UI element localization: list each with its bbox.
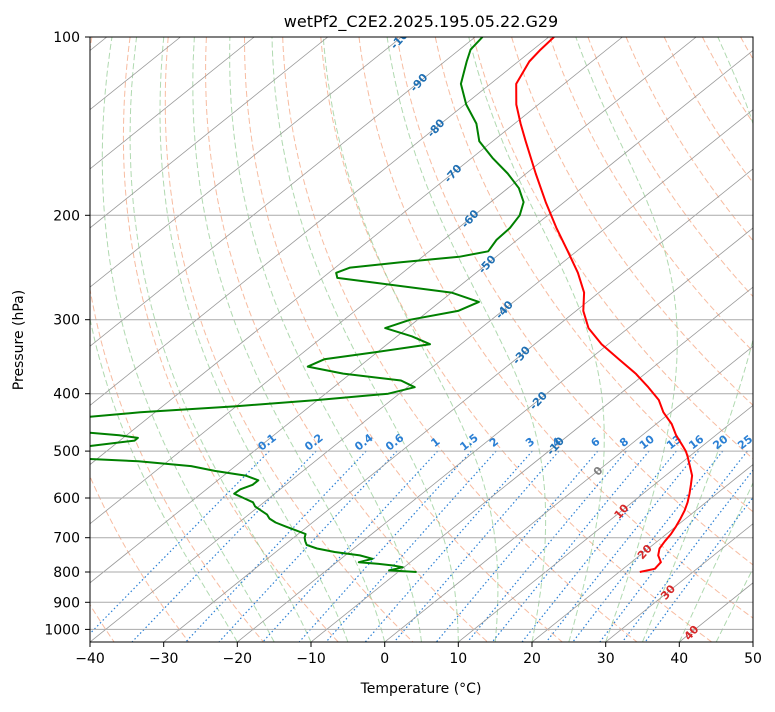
y-tick-label: 700 — [53, 531, 80, 547]
y-tick-label: 100 — [53, 30, 80, 46]
x-tick-label: 10 — [449, 651, 467, 667]
y-tick-label: 500 — [53, 444, 80, 460]
y-tick-label: 300 — [53, 313, 80, 329]
x-tick-label: −10 — [296, 651, 326, 667]
y-tick-label: 400 — [53, 387, 80, 403]
y-tick-label: 800 — [53, 565, 80, 581]
chart-title: wetPf2_C2E2.2025.195.05.22.G29 — [284, 12, 558, 32]
x-tick-label: −20 — [223, 651, 253, 667]
y-tick-label: 900 — [53, 595, 80, 611]
y-tick-label: 1000 — [44, 622, 80, 638]
x-tick-label: −40 — [75, 651, 105, 667]
x-tick-label: 30 — [597, 651, 615, 667]
y-axis-label: Pressure (hPa) — [11, 290, 27, 390]
x-tick-label: −30 — [149, 651, 179, 667]
x-tick-label: 20 — [523, 651, 541, 667]
y-tick-label: 600 — [53, 491, 80, 507]
x-tick-label: 50 — [744, 651, 762, 667]
x-tick-label: 0 — [380, 651, 389, 667]
x-axis-label: Temperature (°C) — [360, 681, 482, 697]
y-tick-label: 200 — [53, 208, 80, 224]
x-tick-label: 40 — [670, 651, 688, 667]
